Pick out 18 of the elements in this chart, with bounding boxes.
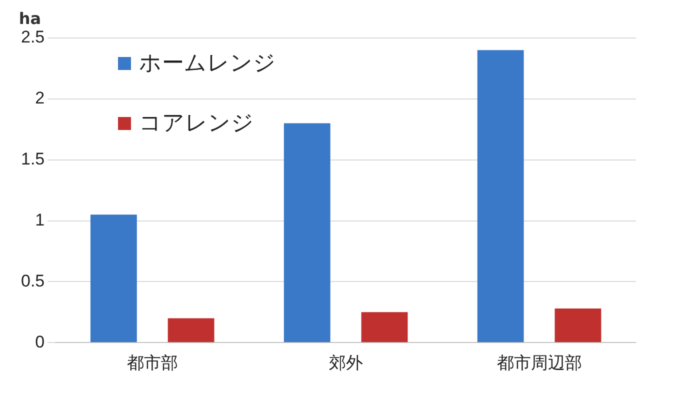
y-tick-label: 0 [35,332,45,352]
bar [554,308,602,342]
y-tick-label: 1 [35,210,45,230]
x-tick-label: 郊外 [328,353,363,372]
x-tick-label: 都市周辺部 [496,353,582,372]
y-tick-label: 1.5 [20,150,45,169]
bar [361,312,408,342]
y-tick-label: 0.5 [20,271,45,290]
y-tick-label: 2.5 [20,28,45,47]
y-tick-label: 2 [35,88,45,108]
legend-label: コアレンジ [139,110,254,138]
bar [477,50,524,342]
x-tick-label: 都市部 [126,353,178,372]
bar [168,318,214,342]
bar [90,214,137,342]
legend-label: ホームレンジ [139,50,276,78]
bar [284,123,330,342]
y-axis-title: ha [18,9,42,28]
